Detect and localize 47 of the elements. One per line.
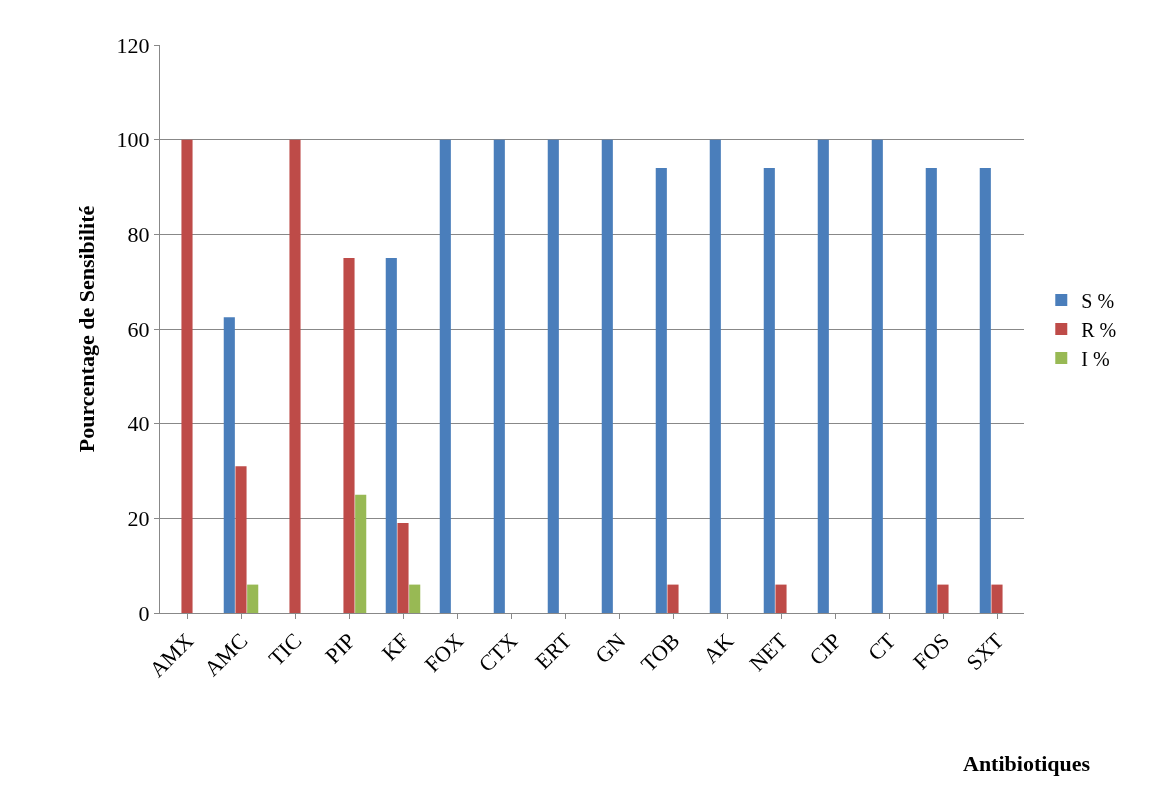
- legend-label: R %: [1081, 318, 1117, 341]
- bar: [547, 139, 559, 613]
- bar: [601, 139, 613, 613]
- x-tick-label: CT: [862, 627, 901, 666]
- bar: [247, 584, 259, 613]
- bar: [409, 584, 421, 613]
- y-tick-label: 100: [116, 127, 150, 153]
- bar: [763, 168, 775, 613]
- x-tick-label: FOS: [908, 628, 955, 675]
- x-tick-label: PIP: [320, 628, 361, 669]
- bar: [991, 584, 1003, 613]
- y-axis-title: Pourcentage de Sensibilité: [74, 205, 100, 453]
- x-tick-label: CIP: [804, 628, 847, 670]
- y-tick-label: 20: [127, 506, 150, 532]
- y-tick-label: 40: [127, 411, 150, 437]
- bar: [235, 466, 247, 613]
- bar: [181, 139, 193, 613]
- legend-label: S %: [1081, 289, 1115, 312]
- bar: [979, 168, 991, 613]
- bar: [655, 168, 667, 613]
- bar: [385, 258, 397, 613]
- bar: [667, 584, 679, 613]
- x-tick-label: CTX: [473, 627, 523, 677]
- x-tick-label: AK: [698, 627, 739, 669]
- y-tick-label: 80: [127, 222, 150, 248]
- x-tick-label: TOB: [635, 628, 685, 677]
- bar: [817, 139, 829, 613]
- bar: [355, 494, 367, 613]
- bar: [223, 317, 235, 613]
- y-tick-label: 0: [138, 600, 150, 626]
- x-tick-label: KF: [376, 628, 415, 666]
- bar: [397, 523, 409, 613]
- x-axis-title: Antibiotiques: [963, 751, 1091, 776]
- bar: [493, 139, 505, 613]
- bar: [871, 139, 883, 613]
- bar: [439, 139, 451, 613]
- legend-label: I %: [1081, 347, 1110, 370]
- bar: [289, 139, 301, 613]
- x-tick-label: GN: [590, 627, 631, 669]
- bar: [937, 584, 949, 613]
- bar: [775, 584, 787, 613]
- y-tick-label: 120: [116, 32, 150, 58]
- bar: [925, 168, 937, 613]
- x-tick-label: TIC: [263, 628, 307, 671]
- bar: [709, 139, 721, 613]
- y-tick-label: 60: [127, 316, 150, 342]
- bar: [343, 258, 355, 613]
